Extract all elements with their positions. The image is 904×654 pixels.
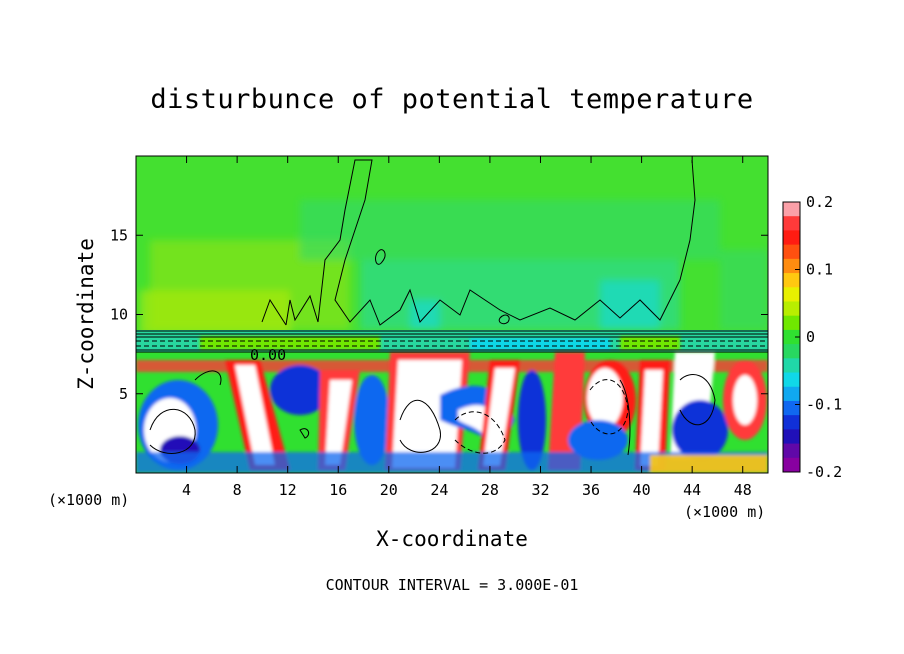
colorbar-swatch	[783, 329, 800, 345]
x-tick-label-36: 36	[582, 481, 600, 499]
colorbar-swatch	[783, 258, 800, 274]
colorbar-swatch	[783, 358, 800, 374]
x-tick-label-44: 44	[683, 481, 701, 499]
contour-label: 0.00	[250, 346, 286, 364]
colorbar-swatch	[783, 429, 800, 445]
colorbar-tick-label: -0.1	[806, 396, 842, 414]
x-unit-left: (×1000 m)	[48, 491, 130, 509]
colorbar-swatch	[783, 415, 800, 430]
colorbar-tick-label: 0.2	[806, 193, 833, 211]
colorbar-swatch	[783, 344, 800, 359]
chart-title: disturbunce of potential temperature	[150, 84, 754, 115]
contour-lines	[136, 159, 768, 456]
x-tick-label-16: 16	[329, 481, 347, 499]
contour-interval-note: CONTOUR INTERVAL = 3.000E-01	[325, 576, 579, 594]
colorbar: 0.2 0.1 0 -0.1 -0.2	[782, 193, 842, 481]
colorbar-swatch	[783, 202, 800, 217]
x-tick-label-28: 28	[481, 481, 499, 499]
x-tick-label-32: 32	[531, 481, 549, 499]
x-tick-label-12: 12	[279, 481, 297, 499]
y-tick-label-5: 5	[119, 385, 128, 403]
x-tick-label-8: 8	[233, 481, 242, 499]
colorbar-swatch	[783, 273, 800, 288]
colorbar-tick-label: 0	[806, 328, 815, 346]
x-axis: 4 8 12 16 20 24 28 32 36 40 44 48	[182, 156, 752, 499]
x-tick-label-48: 48	[734, 481, 752, 499]
x-tick-label-20: 20	[380, 481, 398, 499]
x-unit-right: (×1000 m)	[684, 503, 766, 521]
colorbar-swatch	[783, 315, 800, 331]
colorbar-swatch	[783, 244, 800, 260]
colorbar-swatch	[783, 216, 800, 231]
colorbar-swatch	[783, 287, 800, 302]
y-axis: 5 10 15	[110, 226, 768, 403]
y-axis-label: Z-coordinate	[74, 238, 98, 390]
x-tick-label-40: 40	[633, 481, 651, 499]
colorbar-tick-label: 0.1	[806, 261, 833, 279]
colorbar-swatch	[783, 230, 800, 246]
colorbar-swatch	[783, 443, 800, 459]
colorbar-tick-label: -0.2	[806, 463, 842, 481]
y-tick-label-10: 10	[110, 306, 128, 324]
y-tick-label-15: 15	[110, 226, 128, 244]
colorbar-swatch	[783, 372, 800, 388]
colorbar-swatch	[783, 301, 800, 317]
colorbar-swatch	[783, 400, 800, 416]
x-axis-label: X-coordinate	[376, 527, 528, 551]
colorbar-swatch	[783, 386, 800, 402]
heatmap-field	[136, 156, 768, 473]
x-tick-label-4: 4	[182, 481, 191, 499]
colorbar-swatch	[783, 457, 800, 473]
x-tick-label-24: 24	[430, 481, 448, 499]
